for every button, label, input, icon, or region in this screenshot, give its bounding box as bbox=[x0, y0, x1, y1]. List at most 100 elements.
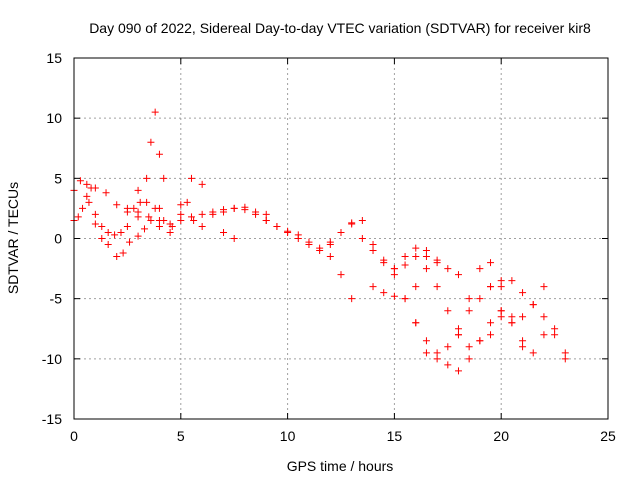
data-point bbox=[422, 265, 430, 273]
data-point bbox=[540, 283, 548, 291]
data-point bbox=[540, 313, 548, 321]
data-point bbox=[326, 238, 334, 246]
y-axis-title: SDTVAR / TECUs bbox=[5, 182, 21, 294]
data-point bbox=[177, 216, 185, 224]
chart-title: Day 090 of 2022, Sidereal Day-to-day VTE… bbox=[89, 20, 591, 36]
data-point bbox=[337, 228, 345, 236]
data-point bbox=[444, 361, 452, 369]
grid bbox=[74, 58, 608, 419]
data-point bbox=[198, 210, 206, 218]
y-tick-label: 5 bbox=[54, 170, 62, 186]
axis-ticks: 0 5 10 15 20 25 15 10 5 0 -5 -10 -15 bbox=[42, 50, 616, 444]
data-point bbox=[487, 331, 495, 339]
data-point bbox=[380, 289, 388, 297]
data-point bbox=[143, 174, 151, 182]
data-point bbox=[102, 189, 110, 197]
x-axis-title: GPS time / hours bbox=[287, 458, 394, 474]
data-point bbox=[252, 210, 260, 218]
data-point bbox=[123, 222, 131, 230]
data-point bbox=[454, 271, 462, 279]
data-point bbox=[465, 295, 473, 303]
data-point bbox=[433, 355, 441, 363]
data-point bbox=[401, 253, 409, 261]
data-point bbox=[433, 349, 441, 357]
data-point bbox=[91, 220, 99, 228]
data-point bbox=[369, 283, 377, 291]
data-point bbox=[497, 313, 505, 321]
data-point bbox=[151, 108, 159, 116]
data-point bbox=[348, 295, 356, 303]
data-point bbox=[358, 216, 366, 224]
data-point bbox=[76, 177, 84, 185]
data-point bbox=[190, 216, 198, 224]
data-point bbox=[465, 355, 473, 363]
y-tick-label: -5 bbox=[50, 291, 63, 307]
data-point bbox=[183, 198, 191, 206]
data-point bbox=[147, 138, 155, 146]
x-tick-label: 5 bbox=[177, 428, 185, 444]
data-point bbox=[160, 174, 168, 182]
data-point bbox=[83, 192, 91, 200]
x-tick-label: 25 bbox=[600, 428, 616, 444]
data-point bbox=[273, 222, 281, 230]
data-point bbox=[454, 331, 462, 339]
data-point bbox=[166, 220, 174, 228]
data-point bbox=[104, 241, 112, 249]
data-point bbox=[508, 313, 516, 321]
data-point bbox=[294, 235, 302, 242]
data-point bbox=[166, 228, 174, 236]
data-point bbox=[412, 319, 420, 327]
data-point bbox=[454, 325, 462, 333]
x-tick-label: 0 bbox=[70, 428, 78, 444]
data-point bbox=[444, 343, 452, 351]
data-point bbox=[476, 265, 484, 273]
data-point bbox=[422, 247, 430, 255]
y-tick-label: 10 bbox=[46, 110, 62, 126]
data-point bbox=[123, 204, 131, 212]
data-point bbox=[284, 228, 292, 236]
data-point bbox=[140, 225, 148, 233]
data-point bbox=[444, 307, 452, 315]
data-point bbox=[519, 289, 527, 297]
data-point bbox=[540, 331, 548, 339]
data-point bbox=[519, 343, 527, 351]
data-point bbox=[147, 216, 155, 224]
data-point bbox=[497, 307, 505, 315]
data-point bbox=[104, 228, 112, 236]
data-point bbox=[134, 232, 142, 240]
y-tick-label: 15 bbox=[46, 50, 62, 66]
data-point bbox=[87, 184, 95, 192]
data-point bbox=[136, 198, 144, 206]
data-point bbox=[83, 180, 91, 188]
data-point bbox=[390, 271, 398, 279]
data-point bbox=[85, 198, 93, 206]
data-point bbox=[177, 201, 185, 209]
data-point bbox=[444, 265, 452, 273]
data-point bbox=[380, 259, 388, 267]
data-point bbox=[412, 253, 420, 261]
data-point bbox=[117, 228, 125, 236]
data-point bbox=[126, 238, 134, 246]
data-point bbox=[358, 235, 366, 242]
data-point bbox=[412, 244, 420, 252]
data-point bbox=[262, 210, 270, 218]
data-point bbox=[143, 198, 151, 206]
data-point bbox=[305, 241, 313, 249]
data-point bbox=[220, 208, 228, 216]
data-point bbox=[326, 253, 334, 261]
y-tick-label: -10 bbox=[42, 351, 62, 367]
data-point bbox=[177, 210, 185, 218]
data-point bbox=[390, 265, 398, 273]
data-point bbox=[119, 249, 127, 257]
data-point bbox=[98, 235, 106, 242]
data-point bbox=[74, 213, 82, 221]
data-point bbox=[433, 259, 441, 267]
data-point bbox=[198, 222, 206, 230]
data-point bbox=[220, 228, 228, 236]
data-point bbox=[561, 349, 569, 357]
data-point bbox=[508, 319, 516, 327]
data-point bbox=[134, 208, 142, 216]
data-point bbox=[230, 235, 238, 242]
data-point bbox=[155, 150, 163, 158]
